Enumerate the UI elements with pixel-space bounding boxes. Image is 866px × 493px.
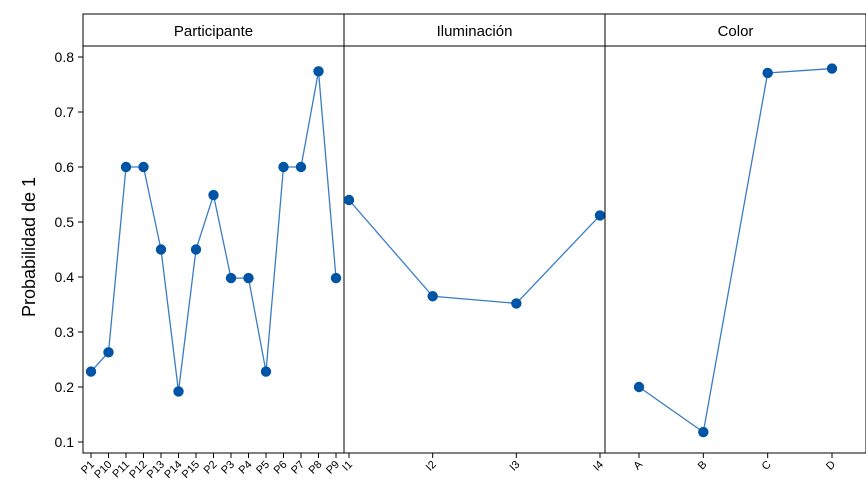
data-point bbox=[511, 298, 522, 309]
data-point bbox=[295, 161, 307, 173]
series-line bbox=[638, 67, 833, 434]
data-point bbox=[427, 291, 438, 302]
panel-frame bbox=[604, 45, 866, 454]
y-tick-label: 0.2 bbox=[55, 379, 75, 395]
data-point bbox=[698, 426, 709, 438]
y-tick-label: 0.3 bbox=[55, 324, 75, 340]
y-axis: 0.1 0.2 0.3 0.4 0.5 0.6 0.7 0.8 bbox=[55, 49, 83, 450]
data-point bbox=[190, 244, 202, 255]
data-point bbox=[155, 244, 167, 255]
data-point bbox=[85, 366, 97, 377]
data-point bbox=[138, 161, 149, 173]
series-line bbox=[348, 199, 601, 305]
data-point bbox=[103, 347, 114, 358]
data-point bbox=[173, 386, 184, 397]
y-tick-label: 0.4 bbox=[55, 269, 75, 285]
data-point bbox=[120, 161, 132, 173]
panel-header bbox=[604, 13, 866, 47]
data-point bbox=[260, 366, 272, 377]
data-point bbox=[208, 189, 219, 201]
y-tick-label: 0.1 bbox=[55, 434, 75, 450]
panel-title: Participante bbox=[174, 23, 253, 40]
data-point bbox=[313, 66, 324, 77]
data-point bbox=[330, 272, 342, 284]
panel-title: Iluminación bbox=[437, 23, 513, 40]
y-tick-label: 0.5 bbox=[55, 214, 75, 230]
data-point bbox=[278, 161, 289, 173]
data-point bbox=[826, 63, 838, 74]
data-point bbox=[594, 210, 606, 221]
data-point bbox=[343, 194, 355, 206]
panel-header bbox=[343, 13, 606, 47]
y-tick-label: 0.6 bbox=[55, 159, 75, 175]
data-point bbox=[225, 272, 237, 284]
panel-title: Color bbox=[718, 23, 754, 40]
y-tick-label: 0.7 bbox=[55, 104, 75, 120]
data-point bbox=[243, 272, 254, 284]
y-tick-label: 0.8 bbox=[55, 49, 75, 65]
data-point bbox=[762, 67, 773, 79]
data-point bbox=[633, 381, 645, 393]
y-axis-label: Probabilidad de 1 bbox=[19, 177, 39, 317]
panel-header bbox=[82, 13, 345, 47]
